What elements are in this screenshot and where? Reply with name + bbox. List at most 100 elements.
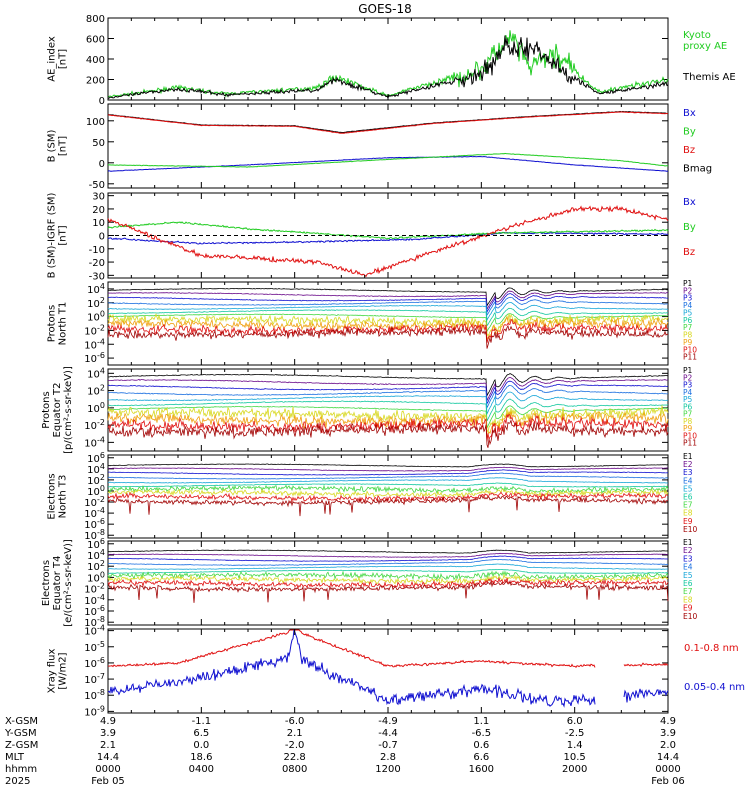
y-tick-label: 100 bbox=[87, 570, 105, 584]
legend-entry: P10 bbox=[683, 345, 697, 354]
legend-entry: Bmag bbox=[683, 164, 712, 175]
legend-entry: Bz bbox=[683, 247, 695, 258]
legend-entry: P5 bbox=[683, 308, 693, 317]
legend-entry: E4 bbox=[683, 476, 693, 485]
legend-entry: E1 bbox=[683, 452, 693, 461]
y-tick-label: -30 bbox=[89, 271, 105, 282]
y-axis-label: North T3 bbox=[58, 475, 69, 519]
legend-entry: E8 bbox=[683, 595, 693, 604]
legend-entry: E2 bbox=[683, 546, 693, 555]
legend-entry: P7 bbox=[683, 410, 693, 419]
y-tick-label: 400 bbox=[86, 55, 105, 66]
y-tick-label: 10-6 bbox=[84, 604, 105, 618]
y-tick-label: 100 bbox=[87, 310, 105, 324]
series-xray bbox=[107, 629, 596, 708]
series-p1 bbox=[107, 287, 669, 308]
legend-entry: P11 bbox=[683, 353, 697, 362]
series-p10 bbox=[107, 319, 668, 344]
x-row-value: 18.6 bbox=[190, 752, 212, 763]
y-tick-label: 102 bbox=[87, 473, 105, 487]
x-row-label: 2025 bbox=[5, 776, 30, 787]
y-axis-label: North T1 bbox=[58, 302, 69, 346]
series-xray bbox=[108, 629, 596, 669]
series-p7 bbox=[107, 313, 669, 333]
series-by bbox=[107, 152, 669, 168]
legend-entry: Themis AE bbox=[682, 72, 736, 83]
y-axis-label: B (SM) bbox=[47, 129, 58, 162]
series-e6 bbox=[108, 482, 669, 488]
series-e2 bbox=[107, 466, 669, 472]
series-e5 bbox=[107, 477, 669, 484]
x-row-value: 1600 bbox=[469, 764, 494, 775]
y-axis-label: B (SM)-IGRF (SM) bbox=[47, 193, 58, 279]
series-xray bbox=[623, 662, 669, 667]
x-row-value: 1200 bbox=[375, 764, 400, 775]
series-p9 bbox=[107, 410, 669, 439]
legend-entry: P11 bbox=[683, 439, 697, 448]
series-e4 bbox=[107, 558, 669, 566]
x-row-value: 10.5 bbox=[564, 752, 586, 763]
series-bx bbox=[107, 231, 669, 245]
legend-entry: E3 bbox=[683, 554, 693, 563]
legend-entry: P9 bbox=[683, 424, 693, 433]
legend-entry: proxy AE bbox=[683, 41, 727, 52]
legend-entry: E4 bbox=[683, 563, 693, 572]
legend-entry: P2 bbox=[683, 286, 693, 295]
series-bz bbox=[107, 204, 669, 278]
legend-entry: E2 bbox=[683, 460, 693, 469]
legend-entry: E3 bbox=[683, 468, 693, 477]
series-e5 bbox=[108, 563, 668, 570]
panel-frame bbox=[107, 628, 669, 714]
y-tick-label: 10-7 bbox=[84, 672, 105, 686]
x-row-value: 0.0 bbox=[193, 740, 209, 751]
y-tick-label: 10-2 bbox=[84, 495, 105, 509]
legend-entry: 0.05-0.4 nm bbox=[684, 682, 745, 693]
x-row-value: 1.4 bbox=[567, 740, 583, 751]
x-row-label: X-GSM bbox=[5, 716, 38, 727]
y-tick-label: 10-8 bbox=[84, 688, 105, 702]
y-tick-label: 104 bbox=[87, 462, 105, 476]
x-row-value: 14.4 bbox=[97, 752, 119, 763]
legend-entry: P6 bbox=[683, 402, 693, 411]
legend-entry: P3 bbox=[683, 381, 693, 390]
y-tick-label: 10-5 bbox=[84, 640, 105, 654]
series-p6 bbox=[107, 398, 669, 422]
y-tick-label: 102 bbox=[87, 559, 105, 573]
y-axis-label: [nT] bbox=[58, 49, 69, 69]
y-tick-label: 10-2 bbox=[84, 323, 105, 337]
y-tick-label: 104 bbox=[87, 548, 105, 562]
x-row-value: Feb 06 bbox=[651, 776, 685, 787]
panel-frame bbox=[107, 281, 669, 366]
series-e3 bbox=[107, 555, 669, 562]
y-tick-label: 0 bbox=[99, 159, 105, 170]
x-row-value: 6.0 bbox=[567, 716, 583, 727]
y-axis-label: Electrons bbox=[41, 560, 52, 606]
y-axis-label: Protons bbox=[41, 391, 52, 428]
x-row-value: -4.9 bbox=[378, 716, 398, 727]
panel-bsm: 100 50 0 -50 B (SM) [nT] Bx By Bz Bmag bbox=[47, 103, 712, 191]
y-tick-label: 200 bbox=[86, 76, 105, 87]
series-p11 bbox=[107, 324, 669, 349]
x-row-value: 2.1 bbox=[287, 728, 303, 739]
legend-entry: E7 bbox=[683, 501, 693, 510]
x-row-value: 2.1 bbox=[100, 740, 116, 751]
panel-xray: 10-4 10-5 10-6 10-7 10-8 10-9 Xray flux [W/m2] 0… bbox=[47, 624, 746, 719]
legend-entry: E6 bbox=[683, 493, 693, 502]
y-tick-label: 10-4 bbox=[84, 593, 105, 607]
y-tick-label: 106 bbox=[87, 451, 105, 465]
y-tick-label: 100 bbox=[87, 484, 105, 498]
legend-entry: By bbox=[683, 127, 696, 138]
y-tick-label: 20 bbox=[92, 205, 105, 216]
x-row-label: Z-GSM bbox=[5, 740, 38, 751]
series-p9 bbox=[107, 315, 669, 341]
y-tick-label: 102 bbox=[87, 296, 105, 310]
legend-entry: P7 bbox=[683, 323, 693, 332]
series-xray bbox=[623, 688, 669, 703]
series-e4 bbox=[107, 472, 669, 480]
legend-entry: P9 bbox=[683, 338, 693, 347]
legend-entry: P8 bbox=[683, 417, 693, 426]
series-e3 bbox=[108, 469, 669, 476]
